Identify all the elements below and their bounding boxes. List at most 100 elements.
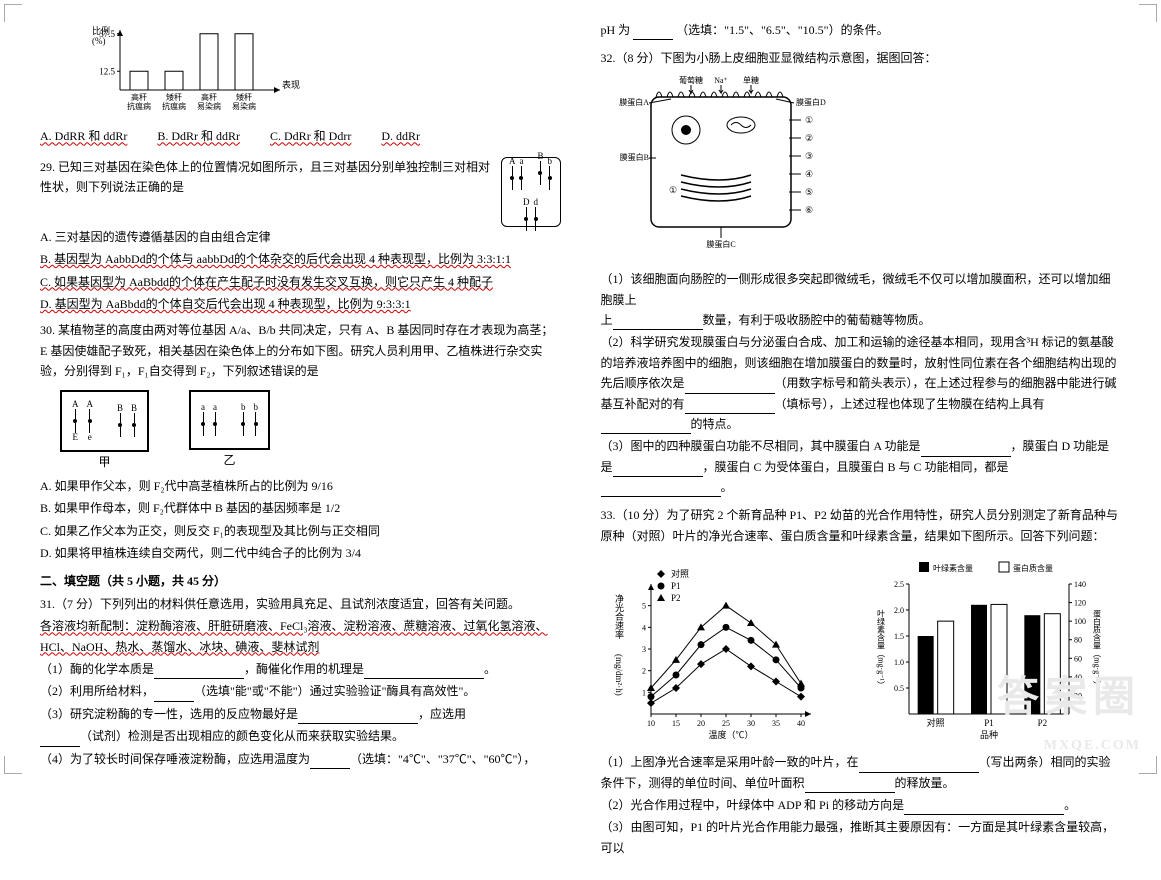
svg-text:P1: P1 [671, 581, 681, 591]
svg-text:④: ④ [805, 169, 813, 179]
txt: （2）光合作用过程中，叶绿体中 ADP 和 Pi 的移动方向是 [601, 798, 905, 812]
q31-3: （3）研究淀粉酶的专一性，选用的反应物最好是 ，应选用 [40, 704, 561, 724]
q31-4: （4）为了较长时间保存唾液淀粉酶，应选用温度为（选填："4℃"、"37℃"、"6… [40, 749, 561, 769]
section2-title: 二、填空题（共 5 小题，共 45 分） [40, 571, 561, 591]
txt: （3）图中的四种膜蛋白功能不尽相同，其中膜蛋白 A 功能是 [601, 439, 921, 453]
q30-opt-b: B. 如果甲作母本，则 F₂代群体中 B 基因的基因频率是 1/2 [40, 498, 561, 518]
allele: A [72, 400, 79, 409]
q31-2: （2）利用所给材料，（选填"能"或"不能"）通过实验验证"酶具有高效性"。 [40, 681, 561, 701]
svg-text:2.5: 2.5 [894, 580, 904, 589]
svg-text:对照: 对照 [926, 717, 944, 728]
svg-text:0.5: 0.5 [894, 684, 904, 693]
svg-text:120: 120 [1074, 599, 1086, 608]
q30-stem: 30. 某植物茎的高度由两对等位基因 A/a、B/b 共同决定，只有 A、B 基… [40, 320, 561, 381]
txt: 数量，有利于吸收肠腔中的葡萄糖等物质。 [703, 313, 931, 327]
txt: ，酶催化作用的机理是 [244, 662, 364, 676]
q28-opt-c: C. DdRr 和 Ddrr [270, 126, 351, 146]
svg-text:2: 2 [642, 667, 646, 676]
svg-text:80: 80 [1074, 636, 1082, 645]
q28-opt-a: A. DdRR 和 ddRr [40, 126, 127, 146]
svg-text:1: 1 [642, 689, 646, 698]
svg-text:20: 20 [697, 719, 705, 728]
txt: 。 [484, 662, 496, 676]
svg-text:1.5: 1.5 [894, 632, 904, 641]
q29-stem: 29. 已知三对基因在染色体上的位置情况如图所示，且三对基因分别单独控制三对相对… [40, 157, 493, 198]
svg-text:抗瘟病: 抗瘟病 [162, 101, 186, 110]
q30-diagrams: AE Ae B B 甲 a a b b 乙 [60, 390, 561, 472]
svg-text:品种: 品种 [980, 729, 998, 740]
q29-opt-d: D. 基因型为 AaBbdd的个体自交后代会出现 4 种表现型，比例为 9:3:… [40, 297, 411, 311]
q29-diagram: A a Bb b D d [501, 157, 561, 227]
allele: e [88, 433, 92, 442]
svg-text:5: 5 [642, 602, 646, 611]
svg-text:⑥: ⑥ [805, 205, 813, 215]
svg-text:①: ① [669, 185, 677, 195]
svg-text:膜蛋白B: 膜蛋白B [619, 152, 648, 162]
svg-text:膜蛋白A: 膜蛋白A [619, 97, 649, 107]
allele: B [537, 152, 543, 161]
box-label: 甲 [60, 452, 149, 472]
box-label: 乙 [189, 450, 270, 470]
svg-text:②: ② [805, 133, 813, 143]
svg-text:蛋白质含量: 蛋白质含量 [1013, 563, 1053, 573]
svg-text:③: ③ [805, 151, 813, 161]
svg-text:12.5: 12.5 [99, 66, 115, 76]
txt: ，膜蛋白 C 为受体蛋白，且膜蛋白 B 与 C 功能相同，都是 [703, 460, 1009, 474]
svg-text:矮秆: 矮秆 [166, 92, 182, 102]
svg-text:10: 10 [647, 719, 655, 728]
q32-1: （1）该细胞面向肠腔的一侧形成很多突起即微绒毛，微绒毛不仅可以增加膜面积，还可以… [601, 269, 1122, 330]
svg-text:蛋白质含量（mg·g⁻¹）: 蛋白质含量（mg·g⁻¹） [1092, 609, 1101, 689]
q31-5: pH 为 （选填："1.5"、"6.5"、"10.5"）的条件。 [601, 20, 1122, 40]
q30-opt-c: C. 如果乙作父本为正交，则反交 F₁的表现型及其比例与正交相同 [40, 521, 561, 541]
q29: 29. 已知三对基因在染色体上的位置情况如图所示，且三对基因分别单独控制三对相对… [40, 157, 561, 227]
txt: （1）酶的化学本质是 [40, 662, 154, 676]
svg-text:20: 20 [1074, 692, 1082, 701]
svg-text:P2: P2 [1037, 718, 1047, 728]
allele: a [519, 157, 523, 166]
svg-text:叶绿素含量（mg·g⁻¹）: 叶绿素含量（mg·g⁻¹） [876, 609, 885, 689]
svg-text:叶绿素含量: 叶绿素含量 [933, 563, 973, 573]
allele: b [254, 403, 259, 412]
q30-box-yi: a a b b [189, 390, 270, 450]
svg-text:高秆: 高秆 [201, 92, 217, 102]
q28-opt-b: B. DdRr 和 ddRr [157, 126, 240, 146]
allele: B [117, 404, 123, 413]
q31-head: 31.（7 分）下列列出的材料供任意选用，实验用具充足、且试剂浓度适宜，回答有关… [40, 594, 561, 614]
right-column: pH 为 （选填："1.5"、"6.5"、"10.5"）的条件。 32.（8 分… [601, 20, 1122, 860]
svg-text:100: 100 [1074, 617, 1086, 626]
svg-text:⑤: ⑤ [805, 187, 813, 197]
allele: b [548, 157, 553, 166]
q31-materials: 各溶液均新配制：淀粉酶溶液、肝脏研磨液、FeCl₃溶液、淀粉溶液、蔗糖溶液、过氧… [40, 619, 548, 653]
svg-text:3: 3 [642, 645, 646, 654]
q33-charts: 净光合速率(mg/dm²·h)1234510152025303540温度（℃）对… [601, 554, 1122, 744]
svg-text:P1: P1 [984, 718, 994, 728]
txt: pH 为 [601, 23, 631, 37]
txt: （3）研究淀粉酶的专一性，选用的反应物最好是 [40, 707, 298, 721]
svg-text:Na⁺: Na⁺ [714, 76, 728, 85]
txt: （1）上图净光合速率是采用叶龄一致的叶片，在 [601, 755, 859, 769]
txt: ，应选用 [418, 707, 466, 721]
svg-text:表现型类型: 表现型类型 [282, 79, 300, 90]
txt: ，膜蛋白 D 功能是 [1011, 439, 1110, 453]
svg-text:4: 4 [642, 624, 646, 633]
txt: 的特点。 [691, 417, 739, 431]
allele: A [87, 400, 94, 409]
txt: （选填"能"或"不能"）通过实验验证"酶具有高效性"。 [194, 684, 475, 698]
q30-opt-a: A. 如果甲作父本，则 F₂代中高茎植株所占的比例为 9/16 [40, 476, 561, 496]
allele: A [509, 157, 516, 166]
svg-text:膜蛋白D: 膜蛋白D [796, 97, 826, 107]
q30-opt-d: D. 如果将甲植株连续自交两代，则二代中纯合子的比例为 3/4 [40, 543, 561, 563]
svg-text:矮秆: 矮秆 [236, 92, 252, 102]
allele: a [213, 403, 217, 412]
svg-text:1.0: 1.0 [894, 658, 904, 667]
txt: （选填："1.5"、"6.5"、"10.5"）的条件。 [676, 23, 888, 37]
svg-text:净光合速率: 净光合速率 [614, 593, 624, 640]
txt: （1）该细胞面向肠腔的一侧形成很多突起即微绒毛，微绒毛不仅可以增加膜面积，还可以… [601, 272, 1111, 306]
svg-text:P2: P2 [671, 593, 681, 603]
svg-text:35: 35 [772, 719, 780, 728]
q28-options: A. DdRR 和 ddRr B. DdRr 和 ddRr C. DdRr 和 … [40, 126, 561, 146]
svg-text:单糖: 单糖 [743, 75, 759, 85]
svg-text:30: 30 [747, 719, 755, 728]
q33-1: （1）上图净光合速率是采用叶龄一致的叶片，在（写出两条）相同的实验条件下，测得的… [601, 752, 1122, 793]
txt: （4）为了较长时间保存唾液淀粉酶，应选用温度为 [40, 752, 310, 766]
